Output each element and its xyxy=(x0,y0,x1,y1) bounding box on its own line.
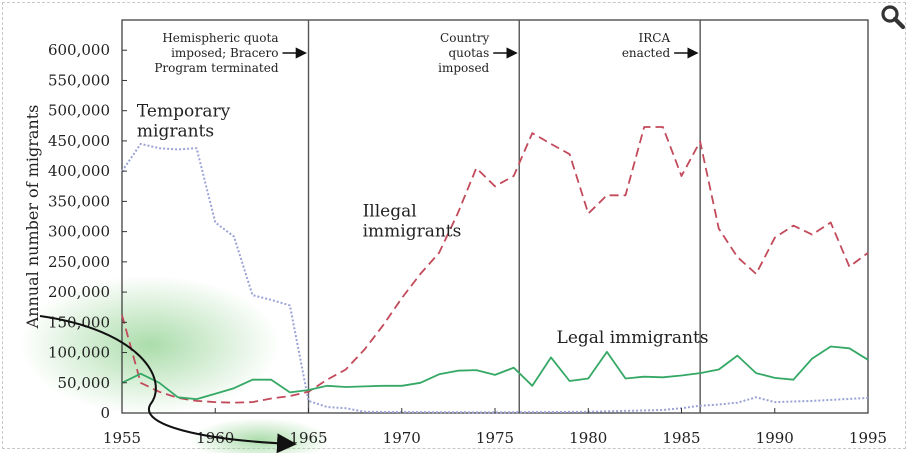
annotation-line: Country xyxy=(440,31,489,45)
annotation-line: IRCA xyxy=(639,31,671,45)
y-tick-label: 150,000 xyxy=(48,313,110,331)
y-tick-label: 450,000 xyxy=(48,132,110,150)
callout-arrow xyxy=(39,315,297,453)
y-tick-label: 500,000 xyxy=(48,102,110,120)
x-tick-label: 1995 xyxy=(849,429,887,447)
y-tick-label: 350,000 xyxy=(48,192,110,210)
y-axis: 0 50,000 100,000 150,000 200,000 250,000 300,0… xyxy=(48,41,127,422)
y-tick-label: 100,000 xyxy=(48,344,110,362)
annotation-line: imposed; Bracero xyxy=(171,46,278,60)
y-tick-label: 400,000 xyxy=(48,162,110,180)
x-tick-label: 1970 xyxy=(383,429,421,447)
y-tick-label: 550,000 xyxy=(48,71,110,89)
series-label-2: Legal immigrants xyxy=(557,328,709,348)
series-label-1: Illegal immigrants xyxy=(363,202,462,242)
x-tick-label: 1965 xyxy=(289,429,327,447)
y-tick-label: 50,000 xyxy=(58,374,111,392)
x-tick-label: 1980 xyxy=(569,429,607,447)
annotation-line: Hemispheric quota xyxy=(162,31,278,45)
y-tick-label: 300,000 xyxy=(48,223,110,241)
y-tick-label: 250,000 xyxy=(48,253,110,271)
event-lines xyxy=(307,20,701,413)
y-tick-label: 600,000 xyxy=(48,41,110,59)
annotation-line: quotas xyxy=(448,46,489,60)
y-axis-title: Annual number of migrants xyxy=(23,105,42,330)
x-tick-label: 1955 xyxy=(103,429,141,447)
x-tick-label: 1985 xyxy=(662,429,700,447)
x-axis: 1955 1960 1965 1970 1975 1980 1985 1990 1995 xyxy=(103,408,887,447)
y-tick-label: 0 xyxy=(100,404,110,422)
series-line-illegal-immigrants xyxy=(121,126,869,404)
series-labels: Temporary migrants Illegal immigrants Legal … xyxy=(137,102,709,348)
annotation-line: enacted xyxy=(622,46,671,60)
annotation-line: Program terminated xyxy=(154,61,278,75)
magnifier-icon[interactable] xyxy=(880,4,906,30)
series-label-0: Temporary migrants xyxy=(137,102,231,142)
highlight-glow xyxy=(20,275,330,453)
series-line-legal-immigrants xyxy=(121,345,869,401)
annotation-line: imposed xyxy=(438,61,489,75)
x-tick-label: 1975 xyxy=(476,429,514,447)
y-tick-label: 200,000 xyxy=(48,283,110,301)
x-tick-label: 1990 xyxy=(756,429,794,447)
glow-blob xyxy=(20,275,280,415)
series-layer xyxy=(121,126,869,414)
